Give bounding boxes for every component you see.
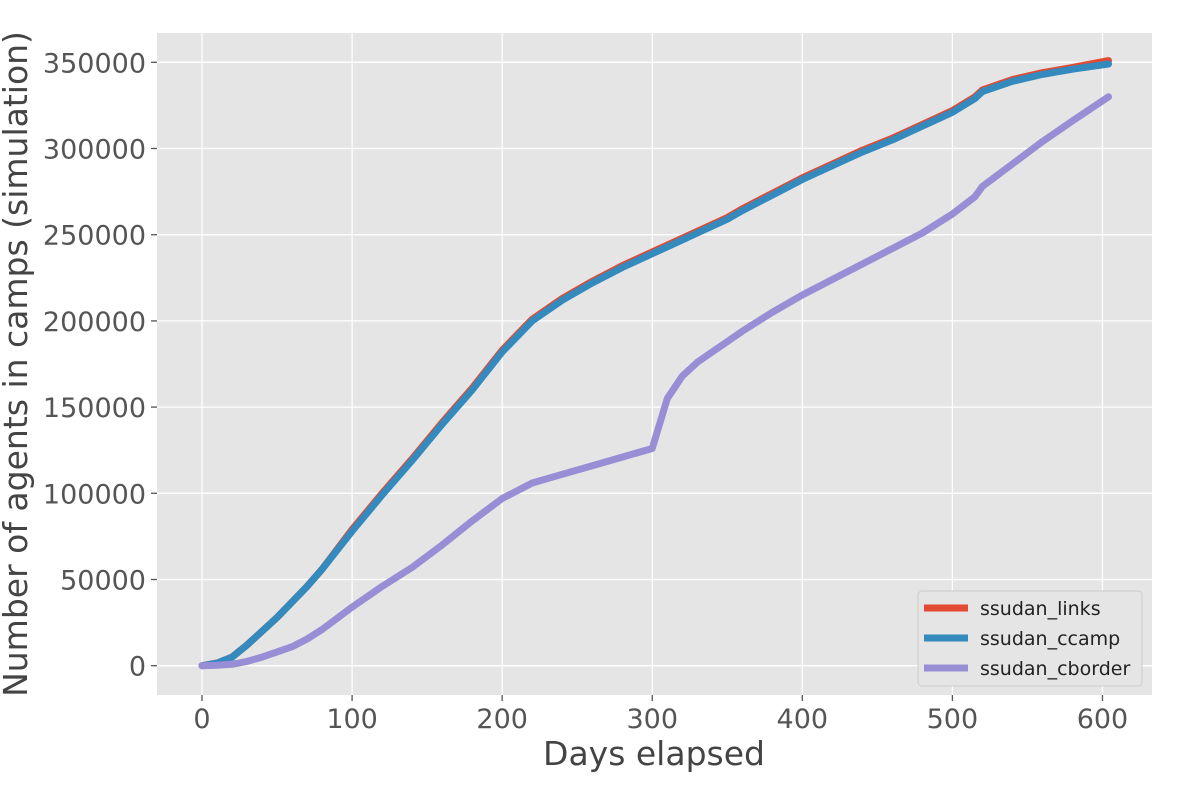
y-axis-label: Number of agents in camps (simulation) bbox=[0, 31, 35, 697]
y-axis-ticks: 0 50000 100000 150000 200000 250000 300000 3500… bbox=[43, 48, 157, 683]
y-tick-label: 200000 bbox=[43, 307, 146, 338]
y-tick-label: 0 bbox=[129, 652, 146, 683]
y-tick-label: 150000 bbox=[43, 393, 146, 424]
x-tick-label: 300 bbox=[626, 704, 678, 735]
x-tick-label: 100 bbox=[326, 704, 378, 735]
series-line-ssudan_cborder bbox=[198, 93, 1112, 670]
y-tick-label: 50000 bbox=[60, 565, 146, 596]
x-axis-label: Days elapsed bbox=[543, 734, 765, 773]
series-line-ssudan_ccamp bbox=[198, 60, 1112, 670]
x-tick-label: 0 bbox=[193, 704, 210, 735]
x-tick-label: 400 bbox=[777, 704, 829, 735]
legend-entry-label: ssudan_ccamp bbox=[980, 628, 1120, 650]
x-tick-label: 600 bbox=[1077, 704, 1129, 735]
y-tick-label: 300000 bbox=[43, 135, 146, 166]
legend-entry-label: ssudan_cborder bbox=[980, 658, 1130, 680]
legend-entry-label: ssudan_links bbox=[980, 598, 1101, 620]
y-tick-label: 350000 bbox=[43, 48, 146, 79]
x-axis-ticks: 0 100 200 300 400 500 600 bbox=[193, 695, 1128, 735]
legend-box bbox=[917, 590, 1143, 687]
x-tick-label: 200 bbox=[476, 704, 528, 735]
legend: ssudan_links ssudan_ccamp ssudan_cborder bbox=[917, 590, 1143, 687]
series-lines bbox=[198, 57, 1112, 670]
plot-area bbox=[157, 33, 1152, 695]
x-tick-label: 500 bbox=[927, 704, 979, 735]
y-tick-label: 100000 bbox=[43, 479, 146, 510]
grid-lines bbox=[157, 33, 1152, 695]
y-tick-label: 250000 bbox=[43, 221, 146, 252]
